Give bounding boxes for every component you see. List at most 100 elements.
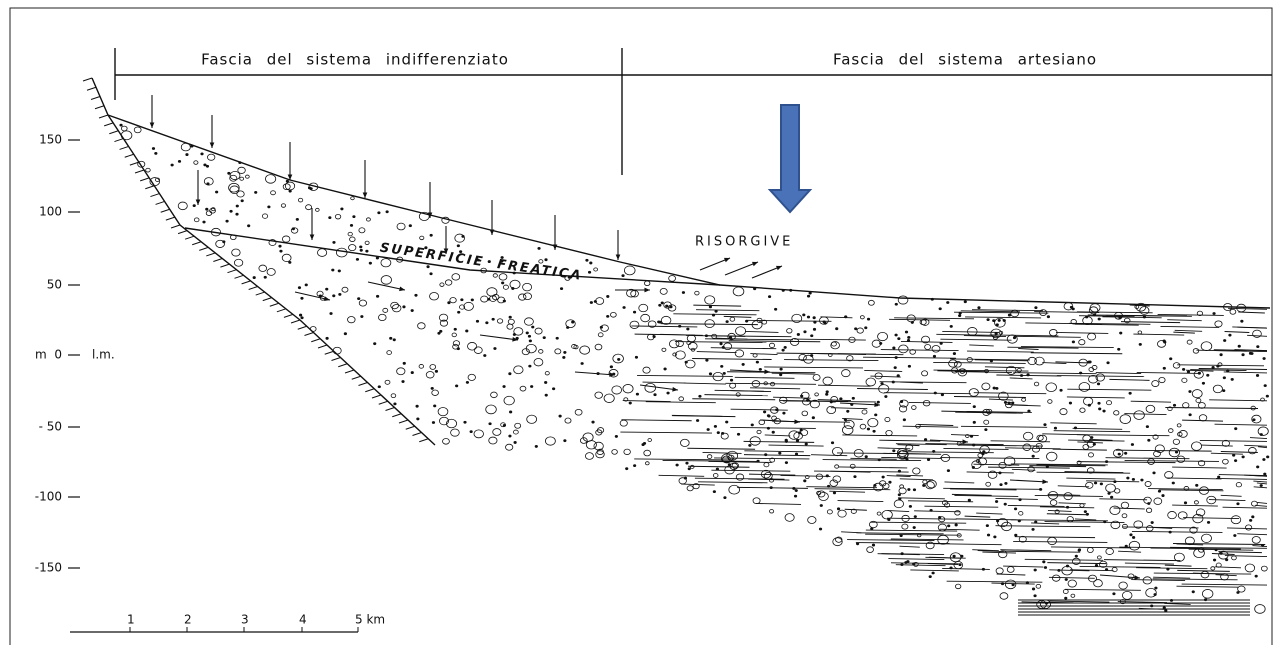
arrow-head <box>427 212 433 218</box>
pebble <box>752 497 761 505</box>
pebble <box>1036 434 1044 441</box>
clay-lens <box>820 316 853 319</box>
hatch <box>317 344 328 349</box>
clay-lens <box>1050 422 1097 425</box>
flow-arrow <box>294 291 331 301</box>
pebble <box>984 428 988 432</box>
clay-lens <box>725 382 817 385</box>
arrow-head <box>752 261 758 267</box>
clay-lens <box>886 475 911 478</box>
clay-lens <box>951 434 979 437</box>
pebble <box>659 288 668 295</box>
hatch <box>220 263 230 268</box>
flow-arrow <box>574 371 616 376</box>
pebble <box>931 571 935 575</box>
pebble <box>444 279 453 286</box>
pebble <box>1211 366 1215 369</box>
hatch <box>255 291 265 296</box>
pebble <box>653 393 657 397</box>
pebble <box>778 451 782 455</box>
pebble <box>1142 576 1153 585</box>
clay-lens <box>939 528 980 531</box>
pebble <box>905 444 914 451</box>
pebble <box>1086 547 1094 553</box>
pebble <box>537 246 541 250</box>
pebble <box>1229 308 1237 315</box>
clay-lens <box>817 399 851 401</box>
pebble <box>439 319 449 327</box>
sediments <box>119 123 1270 616</box>
pebble <box>729 462 739 470</box>
pebble <box>452 343 459 350</box>
clay-lens <box>990 440 1051 443</box>
pebble <box>119 123 123 127</box>
pebble <box>839 397 843 401</box>
pebble <box>865 377 876 387</box>
pebble <box>519 385 527 392</box>
clay-lens <box>896 474 924 477</box>
pebble <box>722 455 731 463</box>
pebble <box>1178 430 1188 438</box>
pebble <box>1117 347 1121 351</box>
pebble <box>200 152 204 156</box>
pebble <box>647 320 657 328</box>
pebble <box>457 310 461 314</box>
pebble <box>884 416 891 423</box>
pebble <box>133 126 142 134</box>
pebble <box>1151 380 1160 387</box>
pebble <box>1021 397 1027 402</box>
pebble <box>558 414 562 418</box>
pebble <box>825 392 829 396</box>
pebble <box>897 295 909 305</box>
pebble <box>350 196 355 201</box>
clay-lens <box>1224 555 1268 557</box>
pebble <box>678 396 685 402</box>
pebble <box>1042 560 1046 564</box>
pebble <box>534 327 543 335</box>
pebble <box>899 484 905 489</box>
pebble <box>635 392 640 396</box>
clay-lens <box>692 398 776 401</box>
arrow-head <box>609 372 615 377</box>
pebble <box>622 306 626 309</box>
pebble <box>1221 439 1230 447</box>
pebble <box>1046 315 1051 319</box>
pebble <box>261 213 269 219</box>
pebble <box>1236 502 1240 506</box>
pebble <box>617 358 621 361</box>
clay-lens <box>995 497 1038 500</box>
pebble <box>415 404 419 408</box>
hatch <box>139 177 150 182</box>
pebble <box>1145 425 1149 429</box>
clay-lens <box>727 371 816 374</box>
pebble <box>380 275 392 285</box>
pebble <box>1162 606 1166 610</box>
pebble <box>1212 558 1217 562</box>
pebble <box>1135 302 1147 312</box>
pebble <box>916 533 922 538</box>
pebble <box>912 467 921 475</box>
hatch <box>160 208 170 213</box>
clay-lens <box>886 517 957 520</box>
hatch <box>192 241 202 246</box>
clay-lens <box>933 543 1002 546</box>
clay-lens <box>847 539 935 541</box>
pebble <box>1237 344 1241 348</box>
pebble <box>940 393 945 397</box>
pebble <box>997 517 1009 528</box>
pebble <box>263 275 267 279</box>
pebble <box>1252 418 1256 422</box>
clay-lens <box>888 558 945 561</box>
clay-lens <box>1224 331 1250 333</box>
pebble <box>530 385 534 388</box>
pebble <box>417 322 426 330</box>
clay-lens <box>971 309 1044 312</box>
pebble <box>1124 451 1128 455</box>
pebble <box>1192 348 1200 354</box>
pebble <box>732 286 745 297</box>
clay-lens <box>1129 304 1150 307</box>
clay-lens <box>1118 550 1142 553</box>
pebble <box>247 224 251 228</box>
pebble <box>704 295 716 305</box>
pebble <box>487 260 491 263</box>
